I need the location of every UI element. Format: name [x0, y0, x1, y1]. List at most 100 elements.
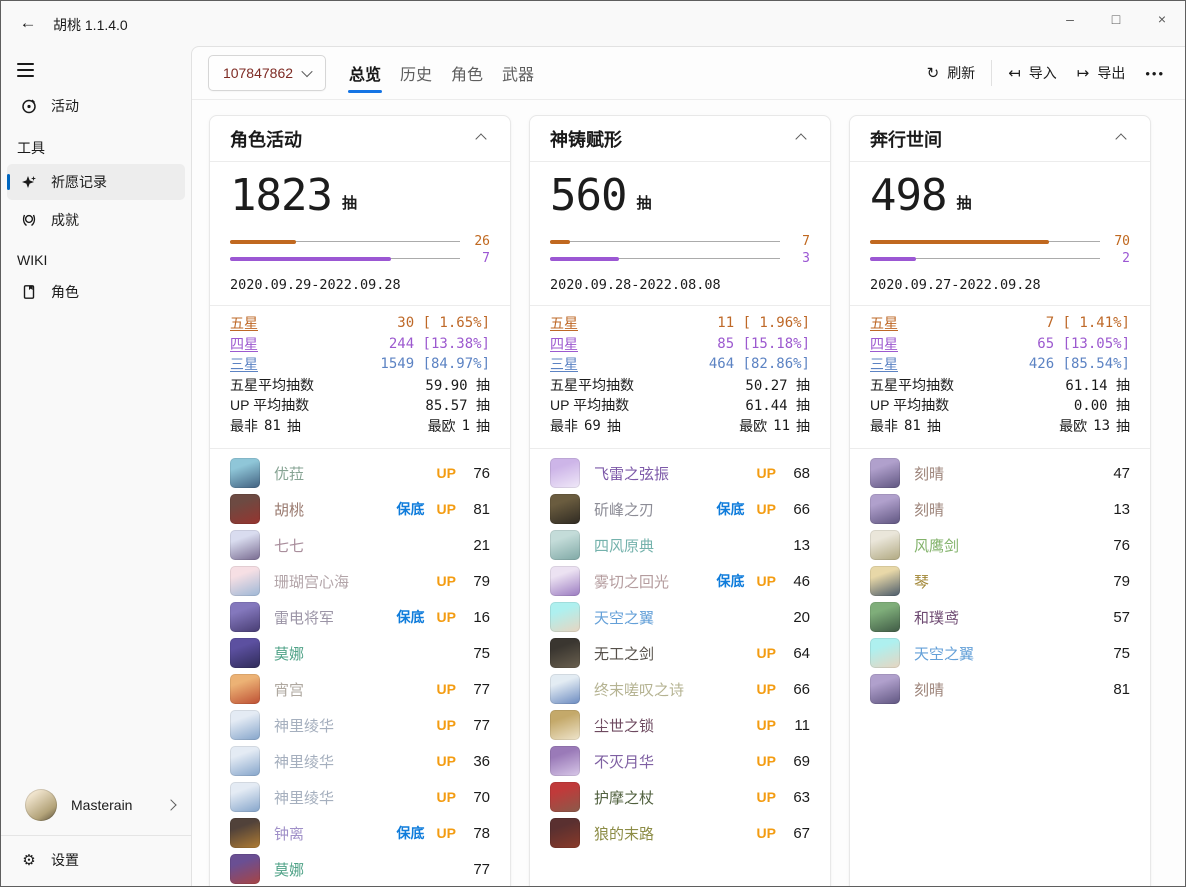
pity5-value: 7 [802, 234, 810, 249]
import-button[interactable]: ↤ 导入 [998, 56, 1067, 90]
refresh-icon: ↻ [926, 64, 940, 82]
hamburger-menu-icon[interactable] [17, 58, 45, 82]
stat-label: UP 平均抽数 [870, 397, 950, 414]
banner-card-body: 560 抽 7 3 2020.09.28-2022.08.08 五星 11 [ 1… [530, 171, 830, 851]
sidebar-item-achievements[interactable]: 成就 [7, 202, 185, 238]
stat-label[interactable]: 五星 [550, 315, 578, 332]
item-name: 莫娜 [274, 861, 305, 879]
item-pull-count: 81 [1113, 680, 1130, 698]
stat-label[interactable]: 四星 [550, 335, 578, 352]
collapse-button[interactable] [470, 128, 492, 150]
item-name: 不灭月华 [594, 753, 655, 771]
collapse-button[interactable] [1110, 128, 1132, 150]
date-range: 2020.09.27-2022.09.28 [870, 277, 1041, 293]
sidebar-item-label: 设置 [51, 852, 79, 868]
item-name: 天空之翼 [594, 609, 655, 627]
tab-characters[interactable]: 角色 [451, 67, 484, 84]
five-star-item: 雷电将军 保底 UP 16 [230, 599, 490, 635]
five-star-item: 刻晴 13 [870, 491, 1130, 527]
sidebar-item-wish-records[interactable]: 祈愿记录 [7, 164, 185, 200]
stat-value: 244 [13.38%] [388, 335, 490, 352]
pity4-bar: 3 [550, 250, 810, 267]
tab-weapons[interactable]: 武器 [502, 67, 535, 84]
export-button[interactable]: ↦ 导出 [1067, 56, 1136, 90]
sidebar-item-characters[interactable]: 角色 [7, 274, 185, 310]
item-avatar-icon [550, 566, 580, 596]
pity5-track [230, 239, 460, 244]
banner-card-header: 角色活动 [210, 116, 510, 162]
toolbar-actions: ↻ 刷新 ↤ 导入 ↦ 导出 ••• [917, 47, 1175, 99]
pity-bars: 7 3 [550, 233, 810, 267]
item-name: 尘世之锁 [594, 717, 655, 735]
total-pulls-unit: 抽 [636, 195, 652, 212]
item-name: 天空之翼 [914, 645, 975, 663]
up-badge: UP [756, 573, 776, 589]
item-avatar-icon [870, 602, 900, 632]
tab-history[interactable]: 历史 [400, 67, 433, 84]
close-button[interactable]: × [1157, 11, 1167, 27]
five-star-item: 无工之剑 UP 64 [550, 635, 810, 671]
item-pull-count: 36 [473, 752, 490, 770]
luck-row: 最非 81 抽 最欧 1 抽 [230, 416, 490, 437]
more-button[interactable]: ••• [1145, 65, 1165, 81]
stat-value: 11 [ 1.96%] [717, 315, 810, 332]
stat-label[interactable]: 三星 [550, 356, 578, 373]
stats: 五星 7 [ 1.41%] 四星 65 [13.05%] 三星 426 [85.54%] 五… [870, 313, 1130, 416]
pity5-bar: 26 [230, 233, 490, 250]
toolbar-divider [991, 60, 993, 86]
stat-label[interactable]: 五星 [870, 315, 898, 332]
item-name: 神里绫华 [274, 789, 335, 807]
up-badge: UP [436, 717, 456, 733]
item-name: 无工之剑 [594, 645, 655, 663]
item-avatar-icon [870, 494, 900, 524]
item-pull-count: 67 [793, 824, 810, 842]
maximize-button[interactable]: □ [1111, 11, 1121, 27]
back-button[interactable]: ← [19, 13, 37, 32]
stat-label[interactable]: 四星 [870, 335, 898, 352]
stat-label[interactable]: 三星 [230, 356, 258, 373]
item-avatar-icon [550, 746, 580, 776]
total-pulls-unit: 抽 [956, 195, 972, 212]
user-account-row[interactable]: Masterain [1, 783, 191, 827]
content-area: 107847862 总览 历史 角色 武器 ↻ 刷新 ↤ 导入 [191, 46, 1185, 886]
toolbar: 107847862 总览 历史 角色 武器 ↻ 刷新 ↤ 导入 [192, 47, 1185, 100]
sidebar-item-label: 祈愿记录 [51, 174, 107, 190]
stat-label[interactable]: 五星 [230, 315, 258, 332]
sidebar-item-activity[interactable]: 活动 [7, 88, 185, 124]
item-name: 风鹰剑 [914, 537, 960, 555]
sidebar-item-settings[interactable]: ⚙ 设置 [7, 842, 185, 878]
worst-unit: 抽 [606, 417, 621, 434]
five-star-item: 莫娜 75 [230, 635, 490, 671]
item-pull-count: 76 [473, 464, 490, 482]
item-pull-count: 13 [793, 536, 810, 554]
stat-row: 五星平均抽数 59.90 抽 [230, 375, 490, 396]
item-name: 神里绫华 [274, 717, 335, 735]
refresh-button[interactable]: ↻ 刷新 [917, 56, 986, 90]
stat-row: 四星 65 [13.05%] [870, 334, 1130, 355]
five-star-item: 天空之翼 75 [870, 635, 1130, 671]
tab-overview[interactable]: 总览 [348, 47, 383, 99]
pity4-value: 2 [1122, 251, 1130, 266]
item-name: 护摩之杖 [594, 789, 655, 807]
uid-dropdown[interactable]: 107847862 [208, 55, 326, 91]
total-pulls-row: 498 抽 [870, 171, 1130, 221]
item-pull-count: 20 [793, 608, 810, 626]
stat-label[interactable]: 三星 [870, 356, 898, 373]
banner-card: 神铸赋形 560 抽 7 3 2020.09.28-2022.08.08 五星 1… [529, 115, 831, 886]
export-label: 导出 [1097, 65, 1126, 81]
pity4-track [550, 256, 780, 261]
stat-row: UP 平均抽数 85.57 抽 [230, 395, 490, 416]
item-name: 刻晴 [914, 681, 945, 699]
pity5-track [870, 239, 1100, 244]
minimize-button[interactable]: – [1066, 11, 1074, 27]
pity5-bar: 7 [550, 233, 810, 250]
stat-row: 五星 30 [ 1.65%] [230, 313, 490, 334]
collapse-button[interactable] [790, 128, 812, 150]
up-badge: UP [436, 501, 456, 517]
five-star-list: 飞雷之弦振 UP 68 斫峰之刃 保底 UP 66 四风原典 13 雾切之回光 保底 UP 46 天空之翼… [550, 455, 810, 851]
stat-label[interactable]: 四星 [230, 335, 258, 352]
item-name: 琴 [914, 573, 930, 591]
cards: 角色活动 1823 抽 26 7 2020.09.29-2022.09.28 五… [209, 115, 1151, 886]
worst-value: 81 [264, 417, 281, 434]
